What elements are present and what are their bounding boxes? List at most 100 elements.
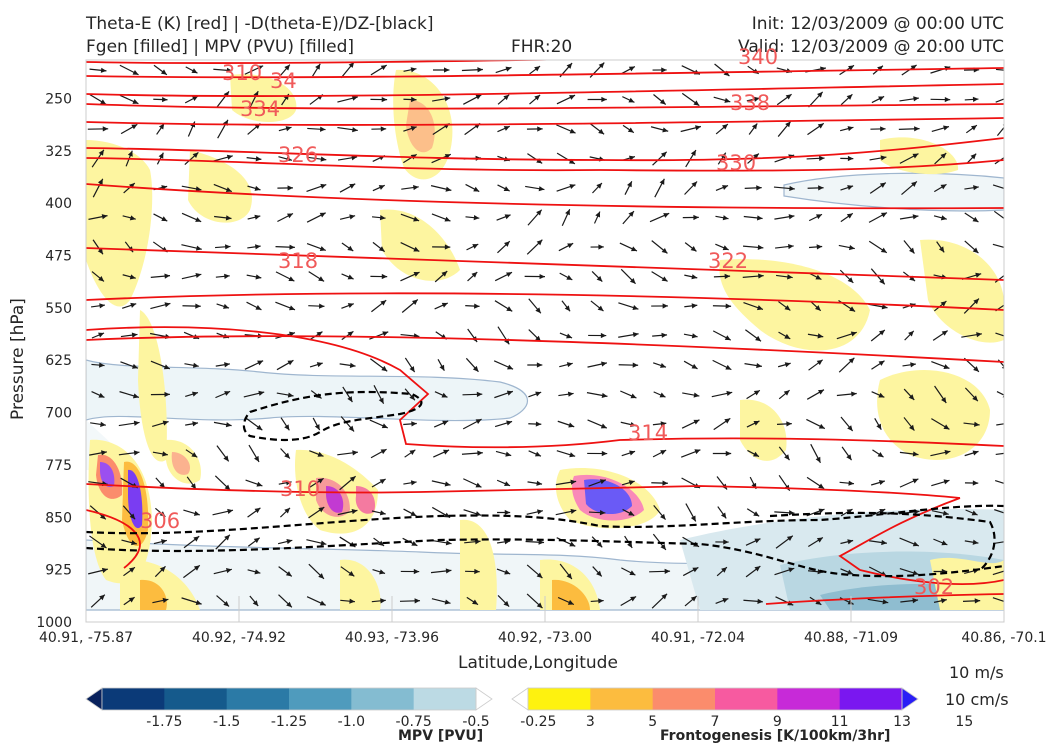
wind-vector-head [661,593,668,600]
theta-e-label: 306 [140,509,180,533]
wind-vector-head [129,567,135,573]
wind-vector-head [503,600,510,607]
wind-vector-head [536,572,543,579]
wind-vector-head [314,424,320,431]
wind-vector-head [539,273,545,280]
wind-vector-head [879,509,886,514]
wind-vector-head [596,275,603,282]
wind-vector [994,156,1004,165]
wind-vector-head [190,483,196,490]
wind-vector-head [191,452,198,458]
wind-vector-head [99,594,105,601]
wind-vector [996,391,1004,396]
wind-vector-head [255,274,262,280]
wind-vector-head [162,420,169,426]
wind-vector-head [725,450,732,457]
wind-vector [992,570,1004,576]
wind-vector-head [444,216,451,222]
wind-vector-head [660,513,666,520]
theta-e-label: 34 [270,69,297,93]
wind-vector-head [100,67,107,73]
wind-vector-head [441,392,448,398]
wind-vector-head [284,452,290,459]
wind-vector-head [504,509,511,516]
wind-vector-head [912,153,919,159]
y-tick-label: 550 [45,301,72,317]
wind-vector-head [569,452,576,458]
wind-vector-head [284,424,290,431]
wind-vector-head [285,126,292,132]
wind-vector-head [724,418,731,424]
wind-vector-head [284,507,291,514]
theta-e-label: 314 [628,421,668,445]
wind-vector-head [133,450,140,456]
wind-vector-head [129,513,136,520]
wind-vector-head [161,539,167,545]
wind-vector-head [815,456,821,463]
wind-vector-head [720,152,726,159]
x-tick-label: 40.93, -73.96 [345,630,439,646]
wind-vector-head [973,421,980,427]
wind-vector-head [128,597,135,603]
wind-vector-head [410,511,417,516]
colorbar-swatch [351,688,415,710]
wind-vector-head [566,63,573,69]
wind-vector-head [725,303,732,309]
wind-vector-head [286,601,292,608]
wind-vector-head [787,274,793,280]
x-tick-label: 40.91, -75.87 [39,630,133,646]
wind-vector-head [411,96,417,103]
wind-vector-head [158,123,165,130]
wind-vector-head [601,392,608,398]
wind-vector-head [445,186,452,192]
wind-vector-head [659,178,665,185]
wind-vector-head [133,420,140,426]
wind-vector [992,597,1004,603]
wind-vector-head [347,245,354,251]
wind-vector-head [286,539,293,545]
x-tick-label: 40.92, -73.00 [498,630,592,646]
wind-vector-head [289,305,295,311]
wind-vector-head [475,482,482,488]
wind-vector-head [411,540,418,546]
wind-vector-head [661,247,668,254]
wind-vector-head [758,273,764,279]
wind-vector-head [693,392,700,398]
wind-vector-head [661,332,668,338]
wind-vector-head [724,335,731,341]
wind-vector-head [503,186,510,192]
wind-vector-head [1004,451,1010,456]
wind-vector-head [537,509,543,515]
wind-vector-head [972,247,979,254]
wind-vector-head [193,536,200,542]
wind-vector-head [783,390,790,396]
theta-e-label: 330 [716,151,756,175]
wind-vector-head [253,537,260,544]
wind-vector-head [411,421,417,427]
wind-vector-head [726,390,733,397]
wind-vector-head [914,126,920,132]
wind-vector-head [503,126,510,131]
wind-vector-head [912,570,919,576]
colorbar-swatch [528,688,591,710]
wind-vector-head [975,272,982,278]
wind-vector-head [938,246,945,253]
wind-vector-head [254,244,261,250]
wind-vector-head [628,211,634,217]
wind-vector-head [880,212,887,218]
wind-vector-head [102,126,109,132]
wind-vector-head [285,571,292,577]
wind-vector-head [849,306,856,312]
wind-vector-head [973,366,979,372]
wind-vector-head [627,127,634,133]
colorbar-tick-label: -0.75 [396,714,432,730]
wind-vector-head [475,94,482,100]
wind-vector-head [536,480,543,486]
wind-vector-head [596,541,603,548]
wind-vector-head [819,155,825,161]
wind-vector-head [663,213,670,218]
wind-vector-head [690,515,696,522]
wind-vector-head [972,539,979,545]
wind-vector-head [506,420,513,426]
